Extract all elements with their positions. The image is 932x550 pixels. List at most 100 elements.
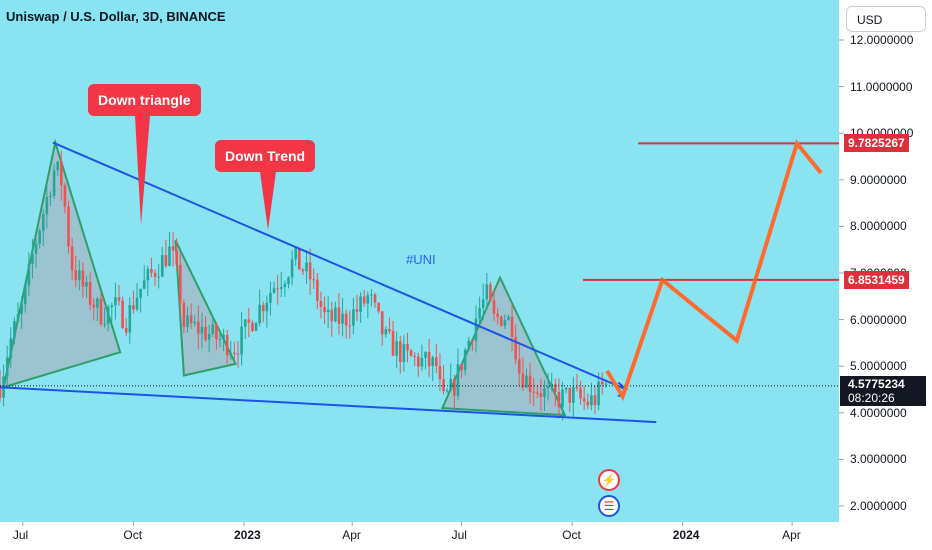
candle-body [150,268,153,273]
candle-body [261,304,265,312]
y-tick-label: 12.0000000 [850,33,914,47]
candle-body [218,338,222,340]
candle-body [106,306,110,324]
candle-body [431,357,435,367]
candle-body [41,214,45,231]
candle-body [45,196,49,215]
x-tick-label: Oct [123,528,143,542]
candle-body [153,272,157,277]
y-tick-label: 3.0000000 [850,452,907,467]
candle-body [535,392,539,394]
symbol-title[interactable]: Uniswap / U.S. Dollar, 3D, BINANCE [6,9,226,24]
candle-body [499,316,503,326]
candle-body [207,333,211,340]
candle-body [348,325,352,327]
candle-body [388,329,391,332]
time-axis[interactable] [0,522,839,550]
candle-body [604,383,608,385]
candle-body [258,304,261,324]
candle-body [215,324,218,339]
candle-body [510,316,514,338]
candle-body [139,288,142,298]
candle-body [471,340,474,342]
candle-body [370,294,373,296]
candle-body [456,364,460,396]
candle-body [247,319,251,323]
candle-body [546,386,550,389]
x-tick-label: Apr [782,528,801,542]
candle-body [99,298,103,325]
x-tick-label: Jul [451,528,467,542]
candle-body [330,309,334,322]
candle-body [442,379,445,392]
candle-body [517,359,521,374]
candle-body [406,344,409,351]
candle-body [308,262,312,280]
candle-body [496,313,499,317]
y-tick-label: 9.0000000 [850,172,907,187]
candle-body [554,383,557,392]
candle-body [81,270,85,287]
candle-body [5,357,9,377]
us-flag-icon[interactable]: ☰ [598,495,620,517]
candle-body [557,391,561,408]
candle-body [279,286,283,289]
candle-body [474,318,478,341]
candle-body [435,357,438,367]
candle-body [312,279,316,281]
candle-body [395,341,398,356]
candle-body [341,313,344,324]
candle-body [96,298,99,308]
candle-body [49,195,52,197]
candle-body [233,352,236,354]
candle-body [171,246,175,251]
x-tick-label: Jul [12,528,29,542]
callout-pointer [135,116,150,225]
candle-body [420,357,424,367]
candle-body [362,296,366,304]
candle-body [521,373,525,388]
candle-body [197,321,200,334]
triangle-pattern [174,239,238,377]
candle-body [355,309,359,312]
callout-pointer [260,172,276,230]
candle-body [319,300,323,307]
candle-body [114,297,117,306]
candle-body [323,306,326,313]
candle-body [146,268,150,281]
candle-body [467,340,471,350]
x-tick-label: 2023 [234,528,261,542]
y-tick-label: 11.0000000 [850,79,913,94]
candle-body [485,284,489,300]
y-tick-label: 4.0000000 [850,405,907,420]
candle-body [427,351,431,367]
candle-body [445,390,449,392]
candle-body [243,319,247,327]
candle-body [211,324,215,334]
candle-body [88,282,92,305]
lightning-icon[interactable]: ⚡ [598,469,620,491]
candle-body [579,388,582,399]
y-tick-label: 8.0000000 [850,219,907,234]
candle-body [63,185,67,207]
candle-body [132,305,135,310]
candle-body [294,247,297,260]
bar-countdown: 08:20:26 [848,391,895,405]
target-price-tag-2: 6.8531459 [844,271,909,289]
candle-body [532,391,535,393]
last-price: 4.5775234 [848,377,905,391]
currency-button[interactable]: USD [846,6,926,32]
candle-body [27,263,31,286]
candle-body [189,315,193,324]
candle-body [438,366,442,380]
candle-body [543,388,546,397]
callout-down-triangle: Down triangle [88,84,201,116]
callout-down-trend: Down Trend [215,140,316,172]
candle-body [413,355,416,357]
y-tick-label: 6.0000000 [850,312,907,327]
candle-body [168,246,171,266]
candle-body [326,309,330,313]
candle-body [164,255,168,266]
candle-body [507,316,510,321]
